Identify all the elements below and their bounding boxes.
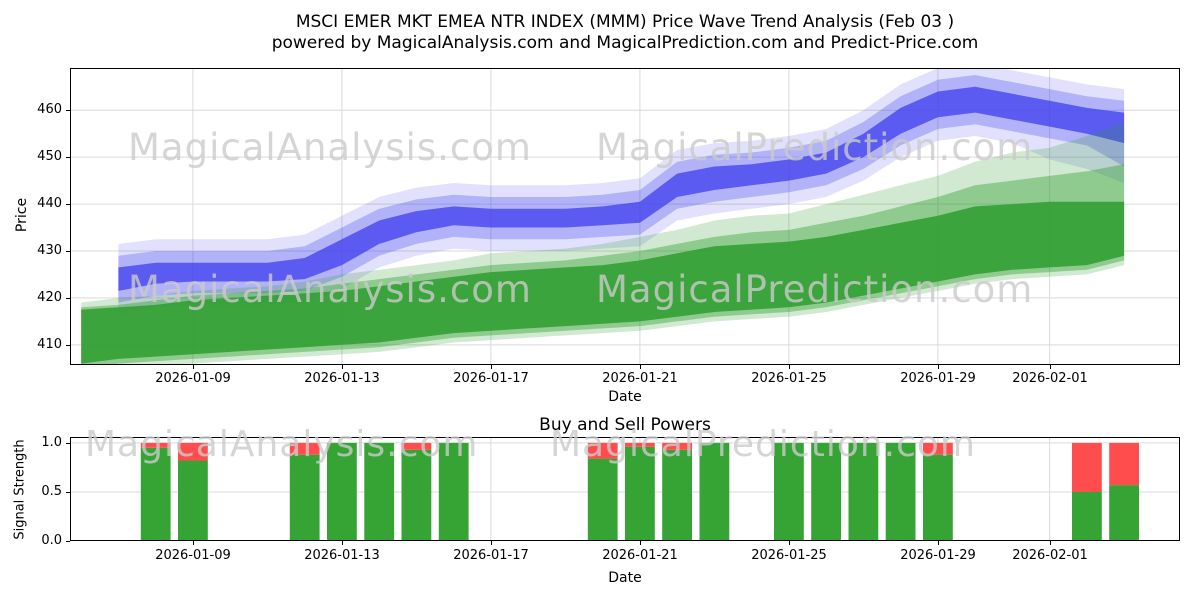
y-tick-mark xyxy=(66,110,70,111)
signal-x-axis-label: Date xyxy=(608,570,642,586)
x-tick-mark xyxy=(640,541,641,545)
x-tick-mark xyxy=(789,365,790,369)
buy-bar xyxy=(401,449,432,541)
signal-chart xyxy=(70,437,1180,541)
y-tick-label: 1.0 xyxy=(41,435,62,450)
x-tick-mark xyxy=(789,541,790,545)
y-tick-mark xyxy=(66,251,70,252)
buy-bar xyxy=(587,458,618,541)
y-tick-mark xyxy=(66,298,70,299)
chart-title-line1: MSCI EMER MKT EMEA NTR INDEX (MMM) Price… xyxy=(295,12,955,32)
buy-bar xyxy=(1109,485,1139,541)
y-tick-label: 420 xyxy=(37,290,62,305)
x-tick-label: 2026-01-21 xyxy=(602,371,678,386)
sell-bar xyxy=(140,442,171,448)
buy-bar xyxy=(364,442,395,541)
x-tick-label: 2026-01-09 xyxy=(155,548,231,563)
buy-bar xyxy=(625,446,655,541)
buy-bar xyxy=(1072,491,1102,541)
x-tick-label: 2026-01-25 xyxy=(751,371,827,386)
y-tick-mark xyxy=(66,204,70,205)
x-tick-mark xyxy=(1050,541,1051,545)
buy-bar xyxy=(438,442,469,541)
x-tick-label: 2026-01-21 xyxy=(602,548,678,563)
y-tick-mark xyxy=(66,345,70,346)
prediction-wave-band-inner xyxy=(81,201,1125,364)
y-tick-mark xyxy=(66,492,70,493)
buy-bar xyxy=(327,442,357,541)
buy-bar xyxy=(699,442,730,541)
x-tick-label: 2026-01-09 xyxy=(155,371,231,386)
x-tick-mark xyxy=(491,541,492,545)
sell-bar xyxy=(587,442,618,459)
x-tick-label: 2026-01-25 xyxy=(751,548,827,563)
buy-bar xyxy=(774,442,804,541)
x-tick-label: 2026-01-13 xyxy=(304,548,380,563)
x-tick-mark xyxy=(193,365,194,369)
x-tick-mark xyxy=(938,541,939,545)
x-tick-mark xyxy=(938,365,939,369)
sell-bar xyxy=(1072,442,1102,492)
x-tick-mark xyxy=(342,541,343,545)
price-chart xyxy=(70,68,1180,365)
y-tick-mark xyxy=(66,443,70,444)
price-y-axis-label: Price xyxy=(14,197,30,233)
y-tick-label: 460 xyxy=(37,102,62,117)
x-tick-label: 2026-01-29 xyxy=(900,548,976,563)
buy-bar xyxy=(178,460,208,541)
price-chart-canvas xyxy=(70,68,1180,365)
buy-bar xyxy=(923,454,953,541)
price-x-axis-label: Date xyxy=(608,389,642,405)
sell-bar xyxy=(923,442,953,455)
sell-bar xyxy=(1109,442,1139,486)
price-wave-band-inner xyxy=(118,86,1125,291)
x-tick-mark xyxy=(193,541,194,545)
x-tick-mark xyxy=(1050,365,1051,369)
x-tick-label: 2026-01-29 xyxy=(900,371,976,386)
sell-bar xyxy=(178,442,208,461)
signal-plot-border xyxy=(70,437,1180,541)
y-tick-label: 0.5 xyxy=(41,484,62,499)
x-tick-mark xyxy=(491,365,492,369)
y-tick-mark xyxy=(66,541,70,542)
buy-bar xyxy=(289,454,320,541)
signal-chart-canvas xyxy=(70,437,1180,541)
sell-bar xyxy=(625,442,655,447)
buy-bar xyxy=(885,442,916,541)
sell-bar xyxy=(289,442,320,455)
x-tick-label: 2026-01-13 xyxy=(304,371,380,386)
y-tick-label: 430 xyxy=(37,243,62,258)
sell-bar xyxy=(662,442,692,450)
y-tick-label: 440 xyxy=(37,196,62,211)
x-tick-label: 2026-01-17 xyxy=(453,371,529,386)
buy-bar xyxy=(662,449,692,541)
price-plot-border xyxy=(70,68,1180,365)
buy-bar xyxy=(848,442,879,541)
buy-bar xyxy=(811,442,841,541)
x-tick-mark xyxy=(640,365,641,369)
buy-bar xyxy=(140,447,171,541)
y-tick-label: 450 xyxy=(37,149,62,164)
sell-bar xyxy=(401,442,432,450)
x-tick-label: 2026-01-17 xyxy=(453,548,529,563)
x-tick-label: 2026-02-01 xyxy=(1012,371,1088,386)
chart-title-line2: powered by MagicalAnalysis.com and Magic… xyxy=(271,33,979,53)
y-tick-mark xyxy=(66,157,70,158)
y-tick-label: 0.0 xyxy=(41,533,62,548)
y-tick-label: 410 xyxy=(37,337,62,352)
signal-chart-title: Buy and Sell Powers xyxy=(539,415,711,435)
x-tick-mark xyxy=(342,365,343,369)
x-tick-label: 2026-02-01 xyxy=(1012,548,1088,563)
